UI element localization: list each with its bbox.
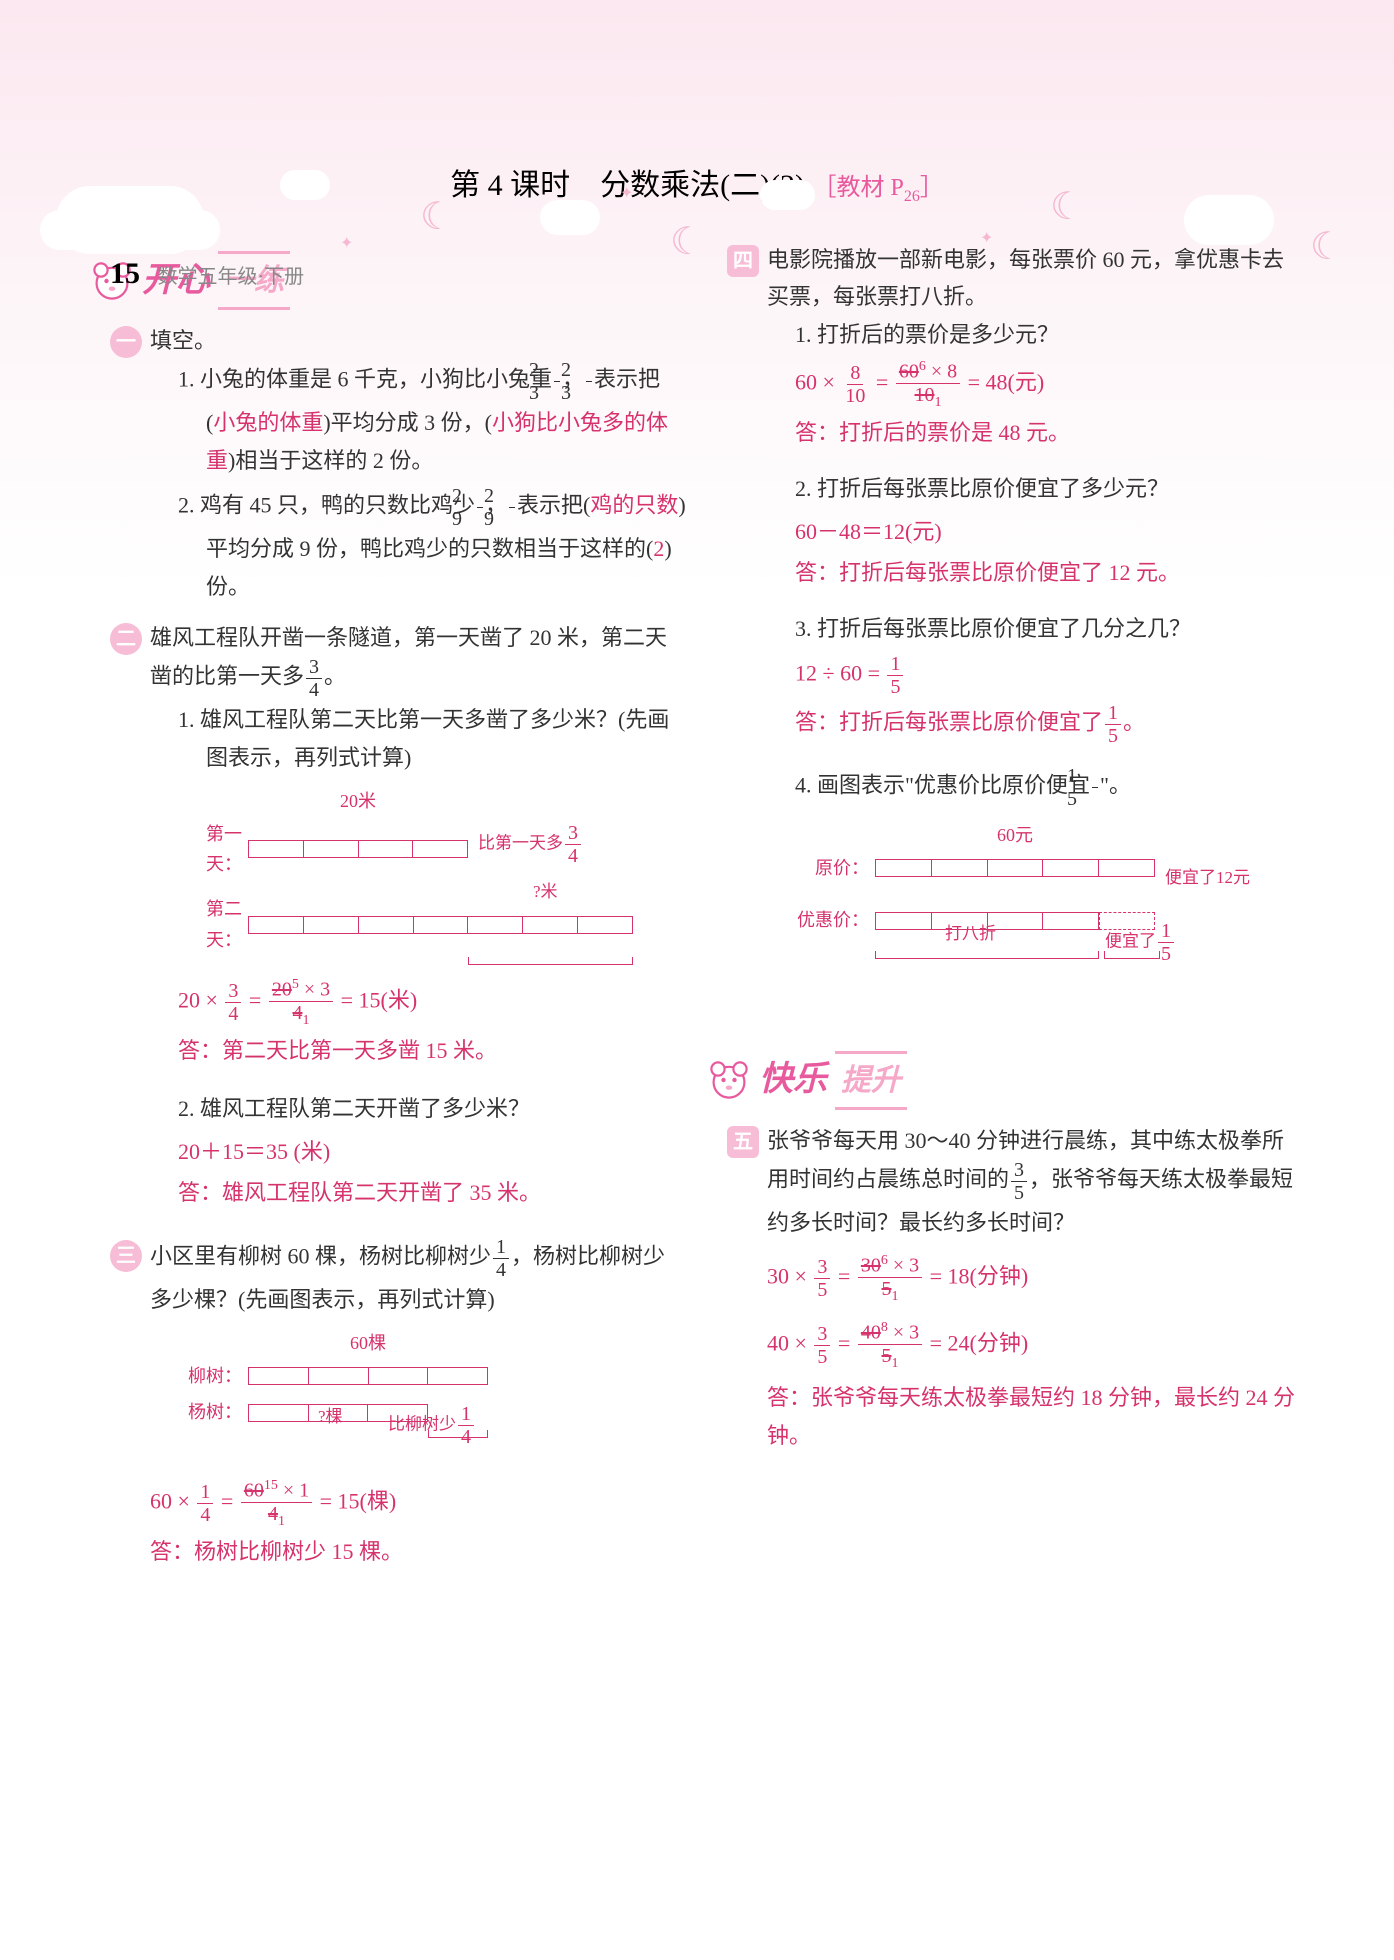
question-2: 二 雄风工程队开凿一条隧道，第一天凿了 20 米，第二天凿的比第一天多34。 1… [110,619,687,1216]
q5-calc2: 40 × 35 = 408 × 351 = 24(分钟) [767,1320,1304,1371]
left-column: 开心 一练 一 填空。 1. 小兔的体重是 6 千克，小狗比小兔重23，23表示… [110,241,687,1582]
q2-intro: 雄风工程队开凿一条隧道，第一天凿了 20 米，第二天凿的比第一天多34。 [150,619,687,701]
page-header: 15 数学五年级·下册 [110,248,304,299]
q4-sub4: 4. 画图表示"优惠价比原价便宜15"。 [795,765,1304,810]
q4-sub1: 1. 打折后的票价是多少元？ [795,316,1304,353]
moon-icon: ☾ [1050,175,1084,240]
star-icon: ✦ [340,230,353,257]
question-body: 雄风工程队开凿一条隧道，第一天凿了 20 米，第二天凿的比第一天多34。 1. … [150,619,687,1216]
section-title: 快乐 [759,1051,827,1109]
q4-sub3-calc: 12 ÷ 60 = 15 [795,653,1304,698]
question-5: 五 张爷爷每天用 30～40 分钟进行晨练，其中练太极拳所用时间约占晨练总时间的… [727,1122,1304,1459]
section-advance-head: 快乐 提升 [707,1051,1304,1110]
q4-sub2: 2. 打折后每张票比原价便宜了多少元？ [795,470,1304,507]
question-body: 电影院播放一部新电影，每张票价 60 元，拿优惠卡去买票，每张票打八折。 1. … [767,241,1304,981]
q4-diagram: 60元 原价： 便宜了12元 优惠价： 打八折 便宜了15 [795,820,1304,968]
cloud-icon [60,190,200,250]
q5-intro: 张爷爷每天用 30～40 分钟进行晨练，其中练太极拳所用时间约占晨练总时间的35… [767,1122,1304,1242]
cloud-icon [540,200,600,235]
question-body: 小区里有柳树 60 棵，杨树比柳树少14，杨树比柳树少多少棵？(先画图表示，再列… [150,1236,687,1575]
question-body: 张爷爷每天用 30～40 分钟进行晨练，其中练太极拳所用时间约占晨练总时间的35… [767,1122,1304,1459]
cloud-icon [280,170,330,200]
q3-intro: 小区里有柳树 60 棵，杨树比柳树少14，杨树比柳树少多少棵？(先画图表示，再列… [150,1236,687,1318]
moon-icon: ☾ [670,210,704,275]
question-number: 一 [110,326,142,358]
q2-sub2-answer: 答：雄风工程队第二天开凿了 35 米。 [178,1174,687,1211]
q2-sub2-calc: 20＋15＝35 (米) [178,1133,687,1170]
moon-icon: ☾ [420,185,454,250]
q1-item2: 2. 鸡有 45 只，鸭的只数比鸡少29，29表示把(鸡的只数)平均分成 9 份… [178,485,687,605]
q4-sub3-answer: 答：打折后每张票比原价便宜了15。 [795,702,1304,747]
q4-sub3: 3. 打折后每张票比原价便宜了几分之几？ [795,610,1304,647]
moon-icon: ☾ [1310,215,1344,280]
q2-sub1-calc: 20 × 34 = 205 × 341 = 15(米) [178,977,687,1028]
question-4: 四 电影院播放一部新电影，每张票价 60 元，拿优惠卡去买票，每张票打八折。 1… [727,241,1304,981]
q2-sub2: 2. 雄风工程队第二天开凿了多少米？ [178,1090,687,1127]
star-icon: ✦ [620,180,633,207]
question-body: 填空。 1. 小兔的体重是 6 千克，小狗比小兔重23，23表示把(小兔的体重)… [150,322,687,611]
q2-sub1: 1. 雄风工程队第二天比第一天多凿了多少米？(先画图表示，再列式计算) [178,701,687,776]
question-3: 三 小区里有柳树 60 棵，杨树比柳树少14，杨树比柳树少多少棵？(先画图表示，… [110,1236,687,1575]
question-1: 一 填空。 1. 小兔的体重是 6 千克，小狗比小兔重23，23表示把(小兔的体… [110,322,687,611]
page-subtitle: 数学五年级·下册 [158,266,305,288]
section-subtitle: 提升 [835,1051,907,1110]
question-number: 五 [727,1126,759,1158]
question-number: 三 [110,1240,142,1272]
cloud-icon [760,180,815,210]
q5-answer: 答：张爷爷每天练太极拳最短约 18 分钟，最长约 24 分钟。 [767,1379,1304,1454]
q4-sub1-calc: 60 × 810 = 606 × 8101 = 48(元) [795,359,1304,410]
q1-item1: 1. 小兔的体重是 6 千克，小狗比小兔重23，23表示把(小兔的体重)平均分成… [178,359,687,479]
question-number: 二 [110,623,142,655]
question-title: 填空。 [150,322,687,359]
right-column: 四 电影院播放一部新电影，每张票价 60 元，拿优惠卡去买票，每张票打八折。 1… [727,241,1304,1582]
q2-sub1-answer: 答：第二天比第一天多凿 15 米。 [178,1032,687,1069]
page-number: 15 [110,257,140,290]
q3-answer: 答：杨树比柳树少 15 棵。 [150,1533,687,1570]
content-columns: 开心 一练 一 填空。 1. 小兔的体重是 6 千克，小狗比小兔重23，23表示… [0,241,1394,1582]
q4-sub1-answer: 答：打折后的票价是 48 元。 [795,414,1304,451]
cloud-icon [1184,195,1274,245]
q3-calc: 60 × 14 = 6015 × 141 = 15(棵) [150,1478,687,1529]
bear-icon [707,1058,751,1102]
q2-diagram: 20米 第一天： 第二天： 比第一天多34 ?米 [178,786,687,965]
q3-diagram: 60棵 柳树： 杨树： ?棵 比柳树少14 [178,1328,687,1438]
q5-calc1: 30 × 35 = 306 × 351 = 18(分钟) [767,1253,1304,1304]
q4-sub2-answer: 答：打折后每张票比原价便宜了 12 元。 [795,554,1304,591]
star-icon: ✦ [980,225,993,252]
q4-sub2-calc: 60－48＝12(元) [795,513,1304,550]
